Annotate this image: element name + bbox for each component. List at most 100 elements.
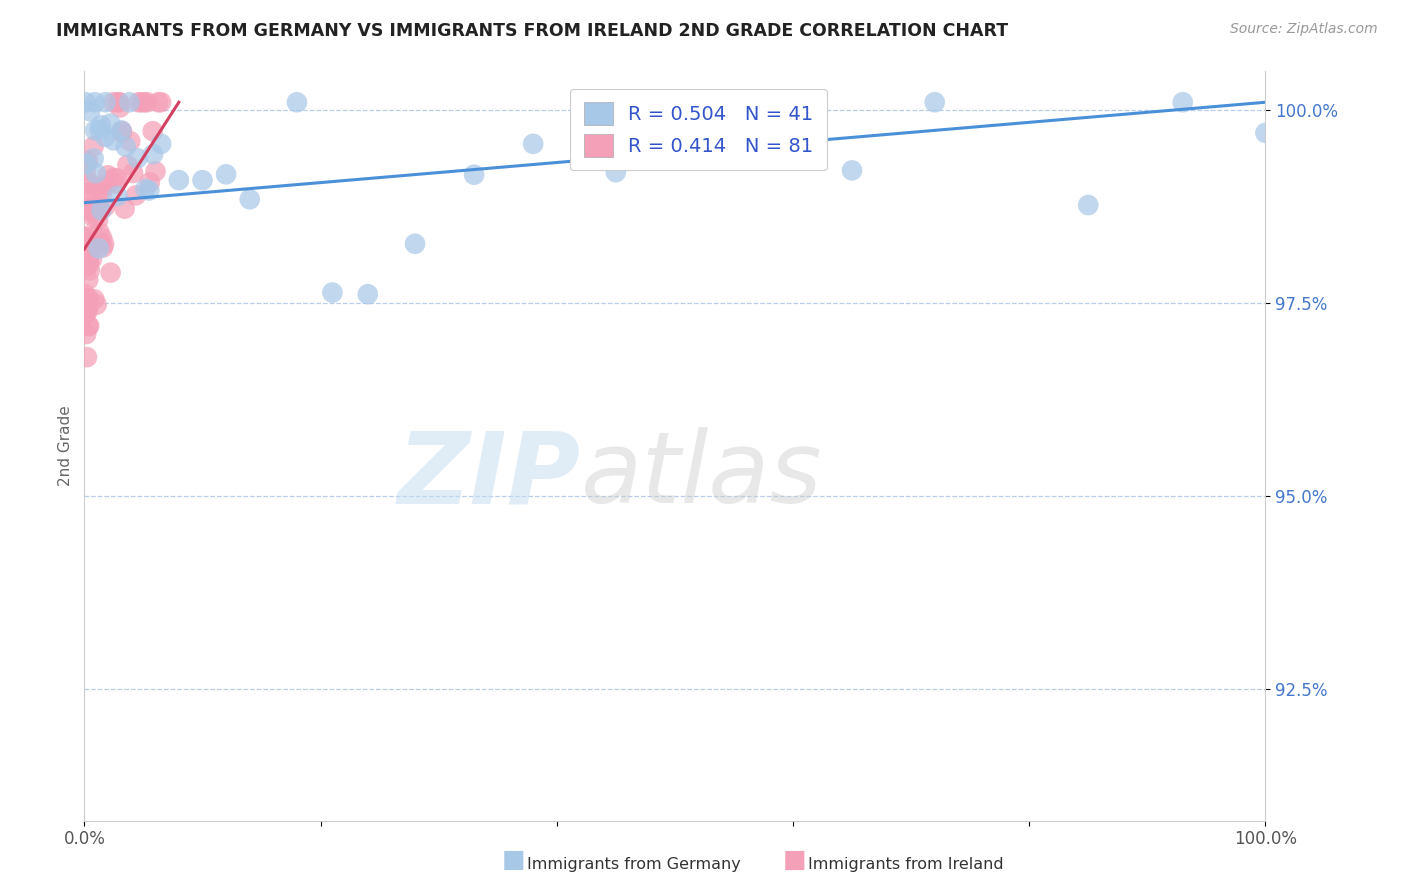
Point [94, 95, 117, 110]
Point [215, 167, 238, 181]
Point [76, 259, 98, 273]
Point [114, 140, 136, 154]
Point [105, 171, 128, 186]
Point [83, 152, 105, 166]
Point [167, 173, 190, 187]
Text: Immigrants from Ireland: Immigrants from Ireland [808, 857, 1004, 872]
Point [76, 247, 98, 261]
Point [138, 184, 160, 198]
Point [114, 202, 136, 216]
Point [77, 319, 100, 334]
Point [77, 246, 100, 260]
Point [100, 266, 122, 280]
Point [84, 180, 107, 194]
Point [73, 229, 96, 244]
Point [87, 242, 110, 256]
Point [90, 182, 112, 196]
Point [77, 255, 100, 269]
Point [239, 192, 262, 206]
Point [90, 118, 112, 132]
Point [77, 273, 100, 287]
Point [91, 231, 114, 245]
Point [76, 153, 98, 168]
Point [148, 95, 170, 110]
Point [404, 236, 426, 251]
Point [131, 95, 153, 110]
Point [723, 120, 745, 135]
Point [107, 189, 129, 203]
Point [105, 177, 128, 191]
Point [1077, 198, 1099, 212]
Point [101, 171, 124, 186]
Point [77, 235, 100, 250]
Point [87, 213, 110, 227]
Point [84, 95, 107, 110]
Point [75, 95, 97, 110]
Point [94, 200, 117, 214]
Point [96, 178, 118, 193]
Point [127, 151, 149, 165]
Point [84, 166, 107, 180]
Point [285, 95, 308, 110]
Text: ■: ■ [783, 848, 806, 872]
Text: atlas: atlas [581, 427, 823, 524]
Point [77, 300, 100, 314]
Point [120, 134, 142, 148]
Point [82, 192, 104, 206]
Point [91, 240, 114, 254]
Point [75, 235, 97, 250]
Point [321, 285, 343, 300]
Point [82, 205, 104, 219]
Point [89, 225, 111, 239]
Point [1254, 126, 1277, 140]
Point [136, 95, 159, 110]
Point [357, 287, 380, 301]
Point [77, 258, 100, 272]
Point [76, 350, 98, 364]
Point [841, 163, 863, 178]
Point [122, 166, 145, 180]
Point [75, 308, 97, 322]
Point [77, 201, 100, 215]
Point [73, 306, 96, 320]
Point [89, 122, 111, 136]
Point [91, 186, 114, 200]
Point [134, 95, 156, 110]
Text: Source: ZipAtlas.com: Source: ZipAtlas.com [1230, 22, 1378, 37]
Point [83, 211, 105, 225]
Text: IMMIGRANTS FROM GERMANY VS IMMIGRANTS FROM IRELAND 2ND GRADE CORRELATION CHART: IMMIGRANTS FROM GERMANY VS IMMIGRANTS FR… [56, 22, 1008, 40]
Point [108, 95, 131, 110]
Point [150, 95, 173, 110]
Point [77, 256, 100, 270]
Point [77, 318, 100, 333]
Point [77, 292, 100, 306]
Point [75, 296, 97, 310]
Point [150, 136, 173, 151]
Point [924, 95, 946, 110]
Text: Immigrants from Germany: Immigrants from Germany [527, 857, 741, 872]
Point [87, 199, 110, 213]
Point [76, 303, 98, 318]
Text: ■: ■ [502, 848, 524, 872]
Point [86, 298, 108, 312]
Point [111, 124, 134, 138]
Point [73, 287, 96, 301]
Point [108, 100, 131, 114]
Point [83, 293, 105, 307]
Point [75, 157, 97, 171]
Point [117, 158, 139, 172]
Point [1171, 95, 1194, 110]
Point [107, 95, 129, 110]
Point [76, 155, 98, 169]
Point [103, 95, 125, 110]
Point [94, 130, 117, 145]
Point [73, 292, 96, 306]
Point [79, 263, 101, 277]
Point [98, 116, 121, 130]
Text: ZIP: ZIP [398, 427, 581, 524]
Point [75, 250, 97, 264]
Legend: R = 0.504   N = 41, R = 0.414   N = 81: R = 0.504 N = 41, R = 0.414 N = 81 [569, 88, 827, 170]
Point [75, 232, 97, 246]
Point [605, 165, 627, 179]
Point [90, 203, 112, 218]
